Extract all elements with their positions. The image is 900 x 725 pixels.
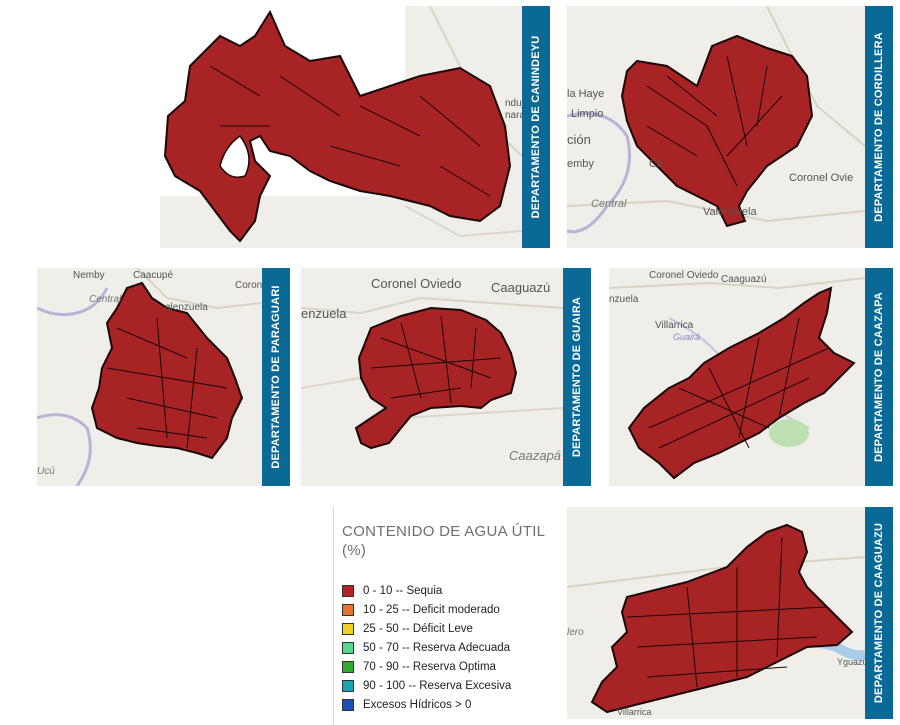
dept-title-guaira: DEPARTAMENTO DE GUAIRA — [571, 296, 583, 458]
legend-swatch — [342, 585, 354, 597]
paraguari-map-svg — [37, 268, 262, 486]
legend-label: 90 - 100 -- Reserva Excesiva — [363, 680, 512, 692]
legend-label: 0 - 10 -- Sequia — [363, 585, 443, 597]
map-paraguari[interactable]: Nemby Caacupé Coron Central alenzuela Uc… — [37, 268, 262, 486]
legend-item: 10 - 25 -- Deficit moderado — [342, 602, 500, 618]
legend-swatch — [342, 642, 354, 654]
place-label: Caaguazú — [491, 280, 551, 295]
place-label: Central — [591, 198, 627, 210]
legend-item: 70 - 90 -- Reserva Optima — [342, 659, 496, 675]
canindeyu-region — [163, 9, 512, 243]
legend-swatch — [342, 699, 354, 711]
panel-caaguazu: lero Yguazú Villarrica DEPARTAMENTO DE C… — [567, 507, 893, 719]
dept-label-canindeyu: DEPARTAMENTO DE CANINDEYU — [522, 6, 550, 248]
place-label: Coronel Ovie — [789, 172, 854, 184]
dept-title-canindeyu: DEPARTAMENTO DE CANINDEYU — [530, 35, 542, 219]
place-label: Villarrica — [655, 320, 694, 331]
place-label: Coronel Oviedo — [371, 276, 462, 291]
legend-label: 10 - 25 -- Deficit moderado — [363, 604, 500, 616]
dept-label-guaira: DEPARTAMENTO DE GUAIRA — [563, 268, 591, 486]
place-label: Valenzuela — [703, 206, 757, 218]
legend-label: Excesos Hídricos > 0 — [363, 699, 472, 711]
panel-canindeyu: nduju nara DEPARTAMENTO DE CANINDEYU — [160, 6, 550, 248]
place-label: Ucú — [37, 466, 55, 477]
caaguazu-region — [590, 523, 854, 714]
place-label: Villarrica — [617, 707, 652, 717]
panel-paraguari: Nemby Caacupé Coron Central alenzuela Uc… — [37, 268, 290, 486]
legend-item: 0 - 10 -- Sequia — [342, 583, 442, 599]
dept-title-caaguazu: DEPARTAMENTO DE CAAGUAZU — [873, 522, 885, 704]
map-canindeyu[interactable]: nduju nara — [160, 6, 522, 248]
panel-guaira: Coronel Oviedo Caaguazú enzuela Caazapá … — [301, 268, 591, 486]
place-label: Yguazú — [837, 657, 865, 667]
legend-swatch — [342, 661, 354, 673]
place-label: Ca — [649, 158, 664, 170]
panel-cordillera: la Haye Limpio ción emby Central Ca Coro… — [567, 6, 893, 248]
dept-title-cordillera: DEPARTAMENTO DE CORDILLERA — [873, 32, 885, 222]
place-label: Guairá — [673, 332, 701, 342]
place-label: lero — [567, 627, 584, 638]
paraguari-region — [90, 281, 244, 460]
place-label: enzuela — [301, 306, 347, 321]
dept-label-caaguazu: DEPARTAMENTO DE CAAGUAZU — [865, 507, 893, 719]
legend-label: 50 - 70 -- Reserva Adecuada — [363, 642, 511, 654]
caaguazu-map-svg — [567, 523, 865, 714]
place-label: nara — [505, 110, 522, 121]
place-label: alenzuela — [165, 302, 208, 313]
place-label: nduju — [505, 98, 522, 109]
map-caaguazu[interactable]: lero Yguazú Villarrica — [567, 507, 865, 719]
place-label: ción — [567, 132, 591, 147]
place-label: Caaguazú — [721, 274, 767, 285]
legend-item: 50 - 70 -- Reserva Adecuada — [342, 640, 510, 656]
caazapa-region — [627, 286, 856, 480]
canindeyu-map-svg — [160, 6, 522, 248]
legend-title: CONTENIDO DE AGUA ÚTIL (%) — [342, 523, 545, 559]
place-label: la Haye — [567, 88, 605, 100]
place-label: emby — [567, 158, 594, 170]
legend: CONTENIDO DE AGUA ÚTIL (%) 0 - 10 -- Seq… — [333, 506, 554, 725]
legend-swatch — [342, 623, 354, 635]
dept-title-paraguari: DEPARTAMENTO DE PARAGUARI — [270, 285, 282, 469]
dept-label-caazapa: DEPARTAMENTO DE CAAZAPA — [865, 268, 893, 486]
dept-title-caazapa: DEPARTAMENTO DE CAAZAPA — [873, 291, 885, 463]
legend-item: 90 - 100 -- Reserva Excesiva — [342, 678, 511, 694]
guaira-map-svg — [301, 296, 563, 450]
cordillera-region — [620, 34, 814, 228]
dept-label-paraguari: DEPARTAMENTO DE PARAGUARI — [262, 268, 290, 486]
legend-label: 25 - 50 -- Déficit Leve — [363, 623, 473, 635]
place-label: Caazapá — [509, 448, 562, 463]
place-label: Limpio — [571, 108, 604, 120]
cordillera-map-svg — [567, 6, 865, 234]
place-label: Coron — [235, 280, 262, 291]
dept-label-cordillera: DEPARTAMENTO DE CORDILLERA — [865, 6, 893, 248]
legend-item: 25 - 50 -- Déficit Leve — [342, 621, 473, 637]
panel-caazapa: Coronel Oviedo Caaguazú nzuela Villarric… — [609, 268, 893, 486]
place-label: Coronel Oviedo — [649, 270, 719, 281]
legend-label: 70 - 90 -- Reserva Optima — [363, 661, 496, 673]
caazapa-map-svg — [609, 277, 865, 480]
place-label: Nemby — [73, 270, 105, 281]
map-cordillera[interactable]: la Haye Limpio ción emby Central Ca Coro… — [567, 6, 865, 248]
place-label: Central — [89, 294, 122, 305]
place-label: nzuela — [609, 294, 639, 305]
legend-swatch — [342, 680, 354, 692]
guaira-region — [354, 306, 518, 450]
legend-swatch — [342, 604, 354, 616]
map-caazapa[interactable]: Coronel Oviedo Caaguazú nzuela Villarric… — [609, 268, 865, 486]
map-guaira[interactable]: Coronel Oviedo Caaguazú enzuela Caazapá — [301, 268, 563, 486]
place-label: Caacupé — [133, 270, 174, 281]
legend-item: Excesos Hídricos > 0 — [342, 697, 471, 713]
